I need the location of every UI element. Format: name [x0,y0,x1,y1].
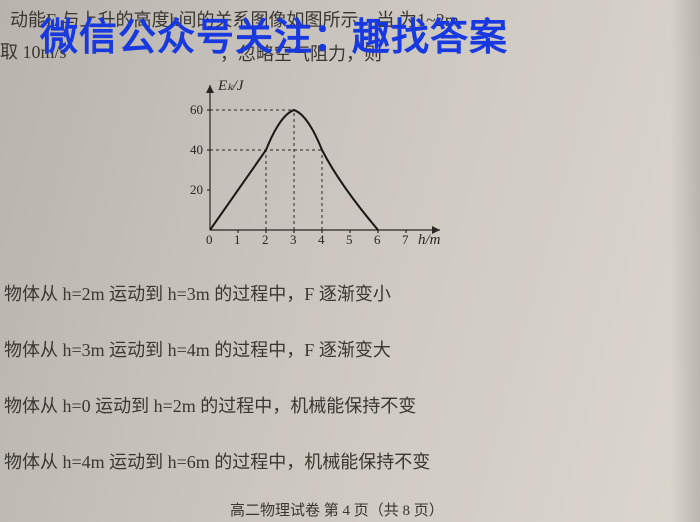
page-footer: 高二物理试卷 第 4 页（共 8 页） [230,499,444,520]
svg-text:5: 5 [346,232,353,247]
answer-options: 物体从 h=2m 运动到 h=3m 的过程中，F 逐渐变小 物体从 h=3m 运… [0,280,700,504]
svg-text:1: 1 [234,232,241,247]
svg-text:3: 3 [290,232,297,247]
svg-text:2: 2 [262,232,269,247]
svg-text:6: 6 [374,232,381,247]
ytick-40: 40 [190,142,203,157]
page-edge-shadow [670,0,700,522]
chart-svg: 20 40 60 0 1 2 3 4 5 6 7 h/m Eₖ/J [170,70,460,250]
option-d: 物体从 h=4m 运动到 h=6m 的过程中，机械能保持不变 [0,448,700,474]
ytick-60: 60 [190,102,203,117]
y-ticks: 20 40 60 [190,102,210,197]
ytick-20: 20 [190,182,203,197]
y-axis-label: Eₖ/J [217,78,245,94]
x-ticks: 0 1 2 3 4 5 6 7 [206,230,409,247]
svg-text:7: 7 [402,232,409,247]
option-c: 物体从 h=0 运动到 h=2m 的过程中，机械能保持不变 [0,392,700,418]
option-b: 物体从 h=3m 运动到 h=4m 的过程中，F 逐渐变大 [0,336,700,362]
option-a: 物体从 h=2m 运动到 h=3m 的过程中，F 逐渐变小 [0,280,700,306]
svg-text:4: 4 [318,232,325,247]
svg-text:0: 0 [206,232,213,247]
x-axis-label: h/m [418,232,441,248]
energy-height-chart: 20 40 60 0 1 2 3 4 5 6 7 h/m Eₖ/J [170,70,460,250]
watermark-text: 微信公众号关注：趣找答案 [40,6,508,61]
